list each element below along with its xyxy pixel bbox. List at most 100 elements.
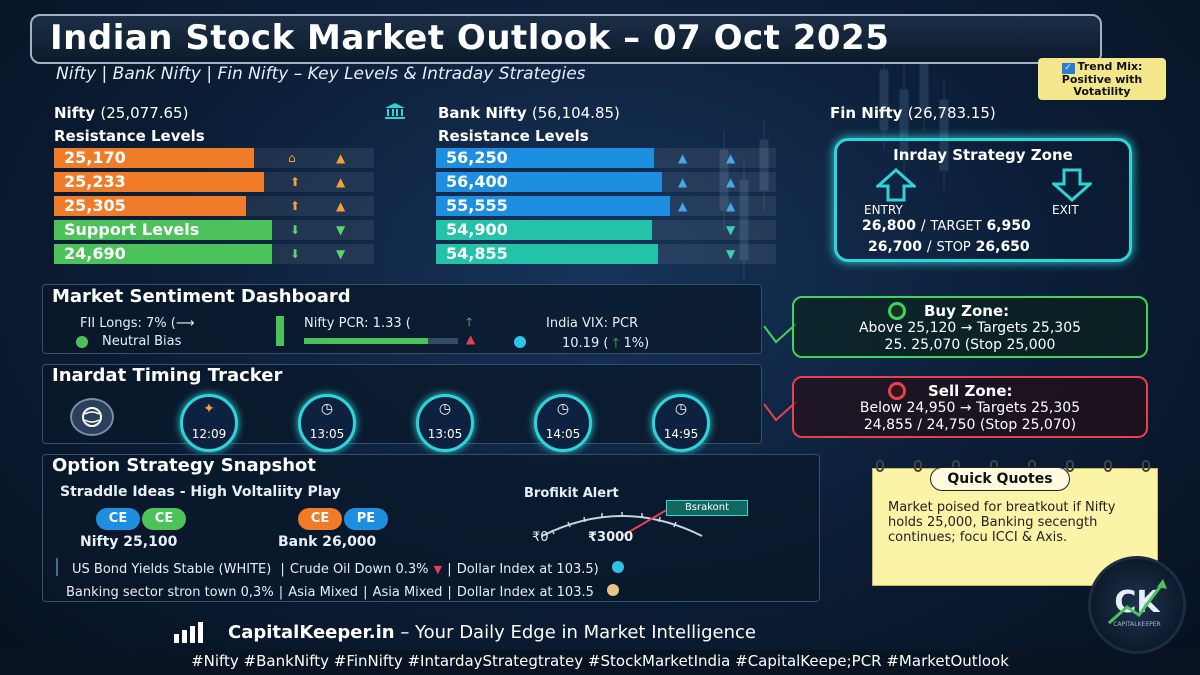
finnifty-target-value: 6,950 xyxy=(986,218,1031,234)
down-triangle-icon: ▲ xyxy=(466,332,476,346)
news-item: Asia Mixed xyxy=(288,585,358,600)
gauge-min: ₹0 xyxy=(532,530,549,545)
banknifty-l1-bar: 56,250 xyxy=(436,148,654,168)
entry-label: ENTRY xyxy=(864,203,903,217)
hashtags: #Nifty #BankNifty #FinNifty #IntardayStr… xyxy=(0,650,1200,675)
page-subtitle: Nifty | Bank Nifty | Fin Nifty – Key Lev… xyxy=(56,64,586,84)
news-item: Dollar Index at 103.5) xyxy=(456,562,599,577)
sell-dot-icon xyxy=(888,382,906,400)
fii-longs: FII Longs: 7% (⟶ xyxy=(80,316,195,331)
timing-clock-1: ✦ 12:09 xyxy=(180,394,238,452)
down-triangle-icon: ▼ xyxy=(336,223,346,237)
profit-alert-title: Brofikit Alert xyxy=(524,486,619,501)
leaf-icon: ✦ xyxy=(203,401,215,417)
sell-zone-title: Sell Zone: xyxy=(928,382,1013,400)
banknifty-value: (56,104.85) xyxy=(531,104,620,122)
target-label: TARGET xyxy=(930,219,982,234)
up-triangle-icon: ▲ xyxy=(726,199,736,213)
logo-name: CAPITALKEEPER xyxy=(1113,621,1161,628)
nifty-resistance-label: Resistance Levels xyxy=(54,127,205,145)
clock-icon: ◷ xyxy=(556,401,570,417)
news-item: Banking sector stron town 0,3% xyxy=(66,585,274,600)
capitalkeeper-logo: CK CAPITALKEEPER xyxy=(1088,556,1186,654)
banknifty-l2-bar: 56,400 xyxy=(436,172,662,192)
up-triangle-icon: ▲ xyxy=(726,175,736,189)
finnifty-line2: 26,700 / STOP 26,650 xyxy=(868,239,1030,255)
pe-pill: PE xyxy=(344,508,388,530)
sell-zone-line1: Below 24,950 → Targets 25,305 xyxy=(859,400,1081,416)
trend-mix-line2: Positive with xyxy=(1061,73,1143,86)
bank-straddle: Bank 26,000 xyxy=(278,534,377,550)
banknifty-l4-bar: 54,900 xyxy=(436,220,652,240)
buy-zone-card xyxy=(792,296,1148,358)
nifty-s1-bar: 24,690 xyxy=(54,244,272,264)
neutral-bias: Neutral Bias xyxy=(102,334,182,349)
breakout-tag: Bsrakont xyxy=(666,500,748,516)
bank-icon xyxy=(385,103,405,119)
title-frame xyxy=(30,14,1102,64)
page-title: Indian Stock Market Outlook – 07 Oct 202… xyxy=(50,18,890,58)
buy-zone-title: Buy Zone: xyxy=(924,302,1010,320)
quick-quotes-text: Market poised for breatkout if Nifty hol… xyxy=(888,500,1116,545)
pcr-track xyxy=(428,338,458,344)
trend-mix-label: Trend Mix: xyxy=(1077,60,1143,73)
footer: CapitalKeeper.in – Your Daily Edge in Ma… xyxy=(228,622,756,643)
down-arrow-icon: ⬇ xyxy=(290,223,301,237)
separator: / xyxy=(926,239,932,255)
gauge-max: ₹3000 xyxy=(588,530,634,545)
news-item: Crude Oil Down 0.3% xyxy=(289,562,429,577)
up-triangle-icon: ▲ xyxy=(336,175,346,189)
nifty-r3-bar: 25,305 xyxy=(54,196,246,216)
trend-mix-line3: Votatility xyxy=(1073,85,1131,98)
down-triangle-icon: ▼ xyxy=(726,223,736,237)
ce-pill: CE xyxy=(96,508,140,530)
ce-pill: CE xyxy=(142,508,186,530)
sell-zone-line2: 24,855 / 24,750 (Stop 25,070) xyxy=(863,417,1077,433)
down-triangle-icon: ▼ xyxy=(336,247,346,261)
finnifty-stop-value: 26,650 xyxy=(975,239,1030,255)
nifty-pcr: Nifty PCR: 1.33 ( xyxy=(304,316,411,331)
banknifty-l3-bar: 55,555 xyxy=(436,196,670,216)
up-triangle-icon: ▲ xyxy=(336,199,346,213)
finnifty-entry2-value: 26,700 xyxy=(868,239,923,255)
finnifty-strategy-zone xyxy=(834,138,1132,262)
finnifty-header: Fin Nifty (26,783.15) xyxy=(830,104,996,122)
stop-label: STOP xyxy=(936,240,971,255)
banknifty-name: Bank Nifty xyxy=(438,104,527,122)
time-1: 12:09 xyxy=(191,427,227,441)
clock-icon: ◷ xyxy=(320,401,334,417)
sentiment-title: Market Sentiment Dashboard xyxy=(52,286,351,307)
news-item: Asia Mixed xyxy=(372,585,443,600)
banknifty-resistance-label: Resistance Levels xyxy=(438,127,589,145)
time-3: 13:05 xyxy=(427,427,463,441)
nifty-straddle: Nifty 25,100 xyxy=(80,534,178,550)
time-5: 14:95 xyxy=(663,427,699,441)
nifty-header: Nifty (25,077.65) xyxy=(54,104,188,122)
dot-icon xyxy=(606,584,619,596)
vix-label: India VIX: PCR xyxy=(546,316,639,331)
down-triangle-icon: ▼ xyxy=(726,247,736,261)
up-triangle-icon: ▲ xyxy=(678,175,688,189)
finnifty-value: (26,783.15) xyxy=(907,104,996,122)
sell-zone-card xyxy=(792,376,1148,438)
buy-check-arrow-icon xyxy=(763,323,797,344)
nifty-support-label: Support Levels xyxy=(54,220,272,240)
banknifty-l5-bar: 54,855 xyxy=(436,244,658,264)
entry-up-arrow-icon xyxy=(876,168,916,202)
sell-check-arrow-icon xyxy=(763,401,797,422)
exit-down-arrow-icon xyxy=(1052,168,1092,202)
down-triangle-icon: ▼ xyxy=(433,563,443,576)
nifty-r2-bar: 25,233 xyxy=(54,172,264,192)
news-row-1: US Bond Yields Stable (WHITE) | Crude Oi… xyxy=(56,558,806,577)
quick-quotes-title: Quick Quotes xyxy=(930,467,1070,491)
globe-icon xyxy=(70,398,114,436)
buy-dot-icon xyxy=(888,302,906,320)
ce-pill: CE xyxy=(298,508,342,530)
clock-icon: ◷ xyxy=(438,401,452,417)
nifty-r1-bar: 25,170 xyxy=(54,148,254,168)
timing-panel xyxy=(42,364,762,444)
timing-clock-2: ◷ 13:05 xyxy=(298,394,356,452)
news-item: US Bond Yields Stable (WHITE) xyxy=(72,562,272,577)
options-title: Option Strategy Snapshot xyxy=(52,455,317,476)
